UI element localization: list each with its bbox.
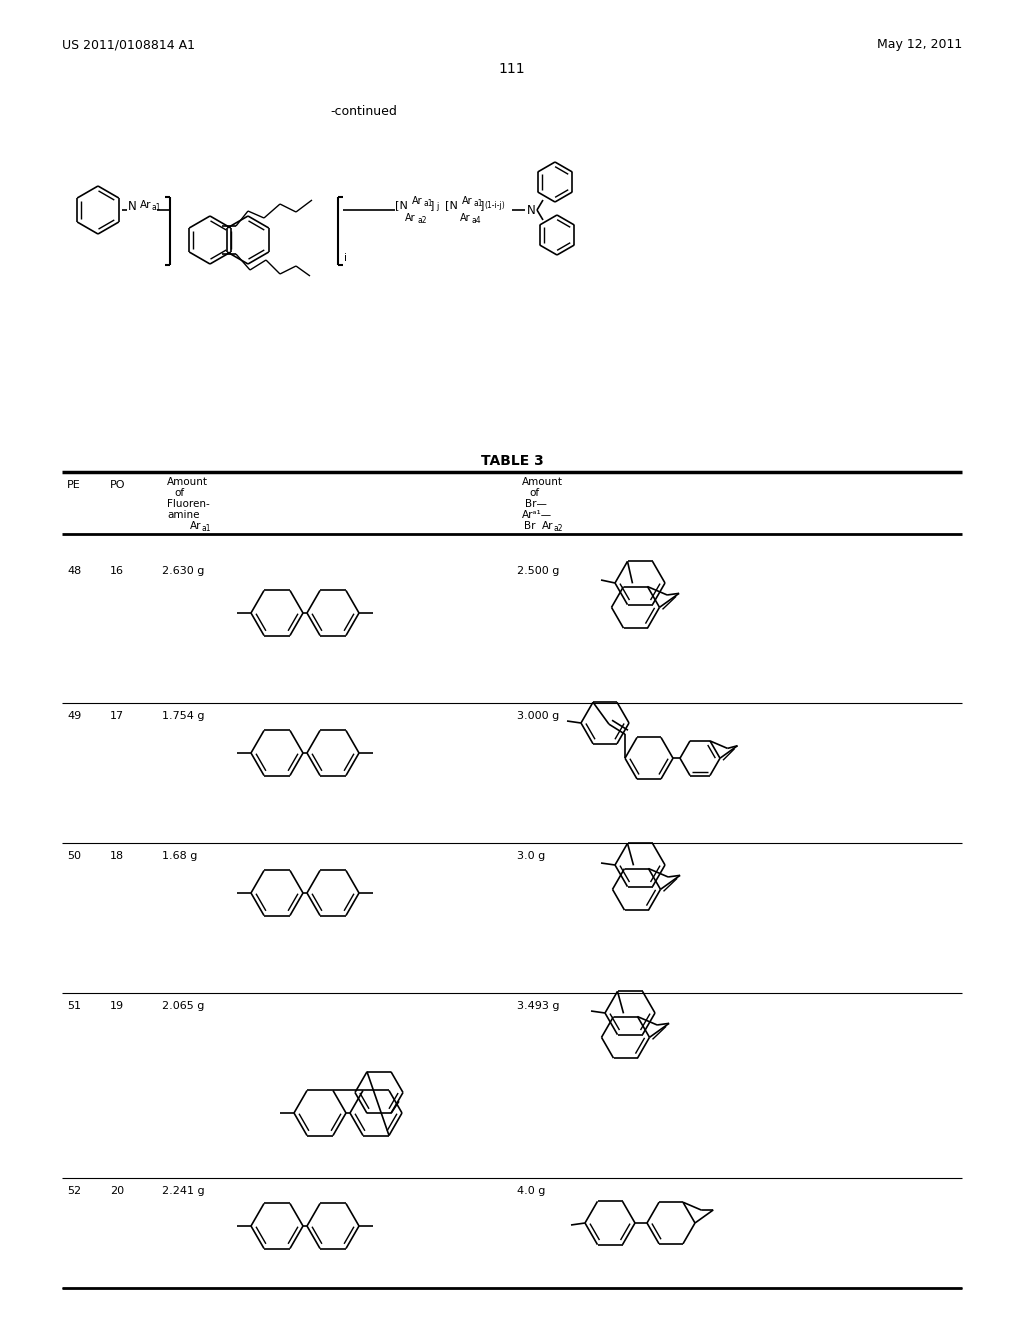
Text: Amount: Amount: [167, 477, 208, 487]
Text: 111: 111: [499, 62, 525, 77]
Text: Br: Br: [524, 521, 536, 531]
Text: N: N: [128, 201, 137, 214]
Text: a1: a1: [424, 199, 433, 209]
Text: 2.065 g: 2.065 g: [162, 1001, 205, 1011]
Text: -continued: -continued: [330, 106, 397, 117]
Text: Arᵃ¹—: Arᵃ¹—: [522, 510, 552, 520]
Text: Ar: Ar: [190, 521, 202, 531]
Text: [N: [N: [395, 201, 408, 210]
Text: a1: a1: [152, 203, 162, 213]
Text: 4.0 g: 4.0 g: [517, 1185, 546, 1196]
Text: 2.630 g: 2.630 g: [162, 566, 205, 576]
Text: 17: 17: [110, 711, 124, 721]
Text: i: i: [344, 253, 347, 263]
Text: 52: 52: [67, 1185, 81, 1196]
Text: 2.500 g: 2.500 g: [517, 566, 559, 576]
Text: ]: ]: [430, 201, 434, 210]
Text: 3.000 g: 3.000 g: [517, 711, 559, 721]
Text: Ar: Ar: [406, 213, 416, 223]
Text: a1: a1: [474, 199, 483, 209]
Text: PO: PO: [110, 480, 126, 490]
Text: [N: [N: [445, 201, 458, 210]
Text: US 2011/0108814 A1: US 2011/0108814 A1: [62, 38, 195, 51]
Text: j: j: [436, 202, 438, 211]
Text: May 12, 2011: May 12, 2011: [877, 38, 962, 51]
Text: 1.68 g: 1.68 g: [162, 851, 198, 861]
Text: Amount: Amount: [522, 477, 563, 487]
Text: 2.241 g: 2.241 g: [162, 1185, 205, 1196]
Text: Br—: Br—: [525, 499, 547, 510]
Text: of: of: [529, 488, 539, 498]
Text: a4: a4: [472, 216, 481, 224]
Text: 16: 16: [110, 566, 124, 576]
Text: 51: 51: [67, 1001, 81, 1011]
Text: ]: ]: [480, 201, 484, 210]
Text: a2: a2: [553, 524, 562, 533]
Text: Ar: Ar: [412, 195, 423, 206]
Text: 1.754 g: 1.754 g: [162, 711, 205, 721]
Text: 3.493 g: 3.493 g: [517, 1001, 559, 1011]
Text: Ar: Ar: [140, 201, 152, 210]
Text: (1-i-j): (1-i-j): [484, 201, 505, 210]
Text: PE: PE: [67, 480, 81, 490]
Text: Ar: Ar: [460, 213, 471, 223]
Text: 3.0 g: 3.0 g: [517, 851, 545, 861]
Text: a1: a1: [201, 524, 211, 533]
Text: N: N: [527, 205, 536, 216]
Text: 48: 48: [67, 566, 81, 576]
Text: TABLE 3: TABLE 3: [480, 454, 544, 469]
Text: 49: 49: [67, 711, 81, 721]
Text: Fluoren-: Fluoren-: [167, 499, 210, 510]
Text: 18: 18: [110, 851, 124, 861]
Text: 19: 19: [110, 1001, 124, 1011]
Text: 50: 50: [67, 851, 81, 861]
Text: a2: a2: [417, 216, 427, 224]
Text: 20: 20: [110, 1185, 124, 1196]
Text: amine: amine: [167, 510, 200, 520]
Text: Ar: Ar: [462, 195, 473, 206]
Text: of: of: [174, 488, 184, 498]
Text: Ar: Ar: [542, 521, 554, 531]
